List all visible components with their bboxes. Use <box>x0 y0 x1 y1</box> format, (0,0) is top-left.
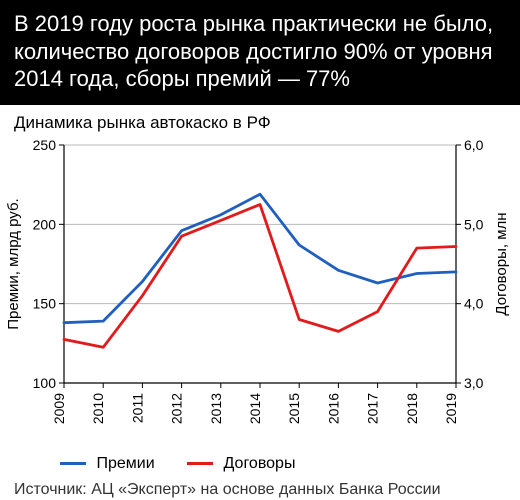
svg-text:6,0: 6,0 <box>464 137 484 153</box>
svg-text:2012: 2012 <box>169 392 185 423</box>
svg-text:150: 150 <box>33 295 57 311</box>
svg-text:2010: 2010 <box>90 392 106 423</box>
legend-item-dogovory: Договоры <box>187 455 295 473</box>
svg-text:Договоры, млн: Договоры, млн <box>493 212 510 315</box>
svg-text:200: 200 <box>33 216 57 232</box>
svg-text:2019: 2019 <box>443 392 459 423</box>
svg-text:4,0: 4,0 <box>464 295 484 311</box>
svg-text:2018: 2018 <box>404 392 420 423</box>
legend-item-premii: Премии <box>60 455 155 473</box>
chart-subtitle: Динамика рынка автокаско в РФ <box>0 105 520 135</box>
legend-label: Договоры <box>224 455 296 472</box>
svg-text:2009: 2009 <box>51 392 67 423</box>
svg-text:2011: 2011 <box>129 392 145 422</box>
legend-label: Премии <box>96 455 154 472</box>
svg-text:100: 100 <box>33 375 57 391</box>
svg-text:2015: 2015 <box>286 392 302 423</box>
legend: Премии Договоры <box>0 455 520 477</box>
svg-text:2017: 2017 <box>365 392 381 423</box>
svg-text:5,0: 5,0 <box>464 216 484 232</box>
legend-swatch <box>187 462 213 465</box>
dual-axis-line-chart: 100 150 200 250 3,0 4,0 5,0 6,0 2009 2010 2011 2012… <box>0 135 520 455</box>
svg-text:2016: 2016 <box>325 392 341 423</box>
svg-text:2014: 2014 <box>247 392 263 423</box>
svg-text:3,0: 3,0 <box>464 375 484 391</box>
legend-swatch <box>60 462 86 465</box>
headline: В 2019 году роста рынка практически не б… <box>0 0 520 105</box>
svg-text:2013: 2013 <box>208 392 224 423</box>
svg-text:Премии, млрд руб.: Премии, млрд руб. <box>5 198 22 329</box>
svg-text:250: 250 <box>33 137 57 153</box>
source-text: Источник: АЦ «Эксперт» на основе данных … <box>0 477 520 499</box>
